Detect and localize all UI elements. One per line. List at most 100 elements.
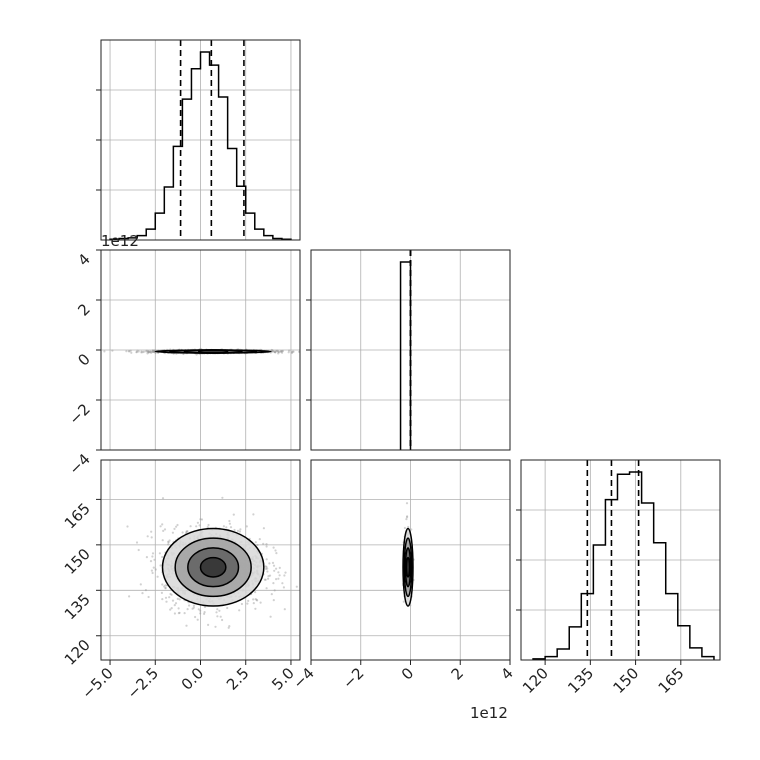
contour-panel-1: [101, 460, 300, 660]
scatter-point: [152, 349, 155, 352]
contour-line-0: [405, 556, 411, 578]
scatter-point: [168, 539, 171, 542]
scatter-point: [146, 352, 149, 355]
scatter-point: [284, 571, 287, 574]
contour-line-3: [154, 349, 272, 354]
scatter-point: [136, 349, 139, 352]
scatter-point: [281, 582, 284, 585]
scatter-point: [161, 539, 164, 542]
scatter-point: [221, 618, 224, 622]
scatter-point: [290, 351, 294, 355]
scatter-point: [150, 536, 153, 539]
contour-line-3: [402, 527, 414, 607]
scatter-point: [277, 350, 280, 353]
scatter-point: [161, 497, 165, 500]
scatter-point: [402, 600, 405, 603]
scatter-point: [406, 515, 409, 518]
scatter-point: [146, 535, 149, 538]
scatter-point: [185, 530, 188, 534]
scatter-point: [167, 543, 170, 546]
scatter-point: [274, 549, 277, 552]
scatter-point: [405, 518, 408, 521]
scatter-point: [196, 618, 199, 621]
scatter-point: [246, 602, 249, 605]
scatter-point: [247, 599, 250, 603]
scatter-point: [149, 350, 152, 353]
scatter-point: [258, 538, 261, 541]
scatter-point: [222, 525, 225, 528]
contour-line-2: [403, 537, 413, 598]
scatter-point: [262, 527, 265, 530]
scatter-point: [140, 351, 143, 354]
scatter-point: [216, 615, 219, 618]
scatter-point: [127, 350, 130, 353]
scatter-point: [198, 524, 201, 527]
contour-panel-0: [101, 250, 301, 450]
scatter-point: [283, 574, 286, 577]
y-tick-label: 0: [74, 350, 93, 369]
scatter-point: [282, 586, 285, 589]
scatter-point: [139, 583, 142, 586]
contour-line-1: [404, 547, 412, 588]
scatter-point: [145, 349, 148, 352]
scatter-point: [185, 530, 188, 533]
scatter-point: [152, 566, 155, 569]
scatter-point: [152, 350, 155, 353]
scatter-point: [273, 350, 276, 354]
scatter-point: [228, 519, 231, 523]
scatter-point: [174, 602, 178, 605]
scatter-point: [405, 516, 409, 519]
scatter-point: [158, 552, 161, 555]
x-offset-text: 1e12: [470, 704, 508, 722]
scatter-point: [272, 564, 276, 567]
x-tick-label: 120: [519, 664, 552, 697]
x-tick-label: −5.0: [78, 664, 116, 702]
scatter-point: [147, 351, 150, 354]
scatter-point: [186, 608, 189, 611]
scatter-point: [407, 525, 410, 529]
scatter-point: [130, 351, 133, 354]
scatter-point: [162, 529, 165, 533]
scatter-point: [265, 545, 268, 548]
ticks-layer: −5.0 −2.5 0.0 2.5 5.0−4 −2 0 2 4 120 135 150 165−4−2…: [61, 249, 688, 703]
histogram-frame-0: [100, 39, 301, 241]
scatter-point: [149, 560, 153, 563]
scatter-point: [149, 350, 152, 354]
contour-line-1: [187, 547, 240, 588]
scatter-point: [141, 351, 144, 354]
scatter-point: [277, 571, 280, 574]
x-tick-label: −2.5: [124, 664, 162, 702]
x-tick-label: 135: [564, 664, 597, 697]
scatter-point: [271, 350, 274, 353]
scatter-point: [254, 591, 257, 594]
scatter-point: [228, 522, 231, 525]
scatter-point: [164, 587, 167, 590]
scatter-point: [199, 518, 202, 521]
scatter-point: [159, 525, 162, 528]
histogram-step-1: [399, 261, 412, 450]
scatter-point: [150, 351, 153, 354]
scatter-point: [169, 592, 172, 596]
scatter-point: [206, 526, 209, 529]
scatter-point: [274, 351, 277, 354]
scatter-point: [173, 604, 176, 607]
scatter-point: [145, 556, 148, 559]
scatter-point: [168, 596, 171, 599]
scatter-point: [254, 598, 257, 601]
scatter-point: [164, 586, 167, 590]
scatter-point: [151, 349, 154, 352]
scatter-point: [178, 598, 181, 601]
scatter-point: [278, 574, 281, 577]
scatter-point: [126, 525, 129, 528]
scatter-point: [265, 543, 268, 546]
scatter-point: [273, 589, 276, 592]
scatter-point: [145, 350, 148, 353]
scatter-point: [203, 611, 206, 614]
scatter-point: [150, 530, 153, 533]
scatter-point: [269, 615, 272, 618]
scatter-point: [194, 615, 197, 619]
y-tick-label: 135: [61, 590, 94, 623]
scatter-point: [267, 577, 270, 580]
scatter-point: [161, 555, 164, 559]
scatter-point: [175, 525, 178, 528]
